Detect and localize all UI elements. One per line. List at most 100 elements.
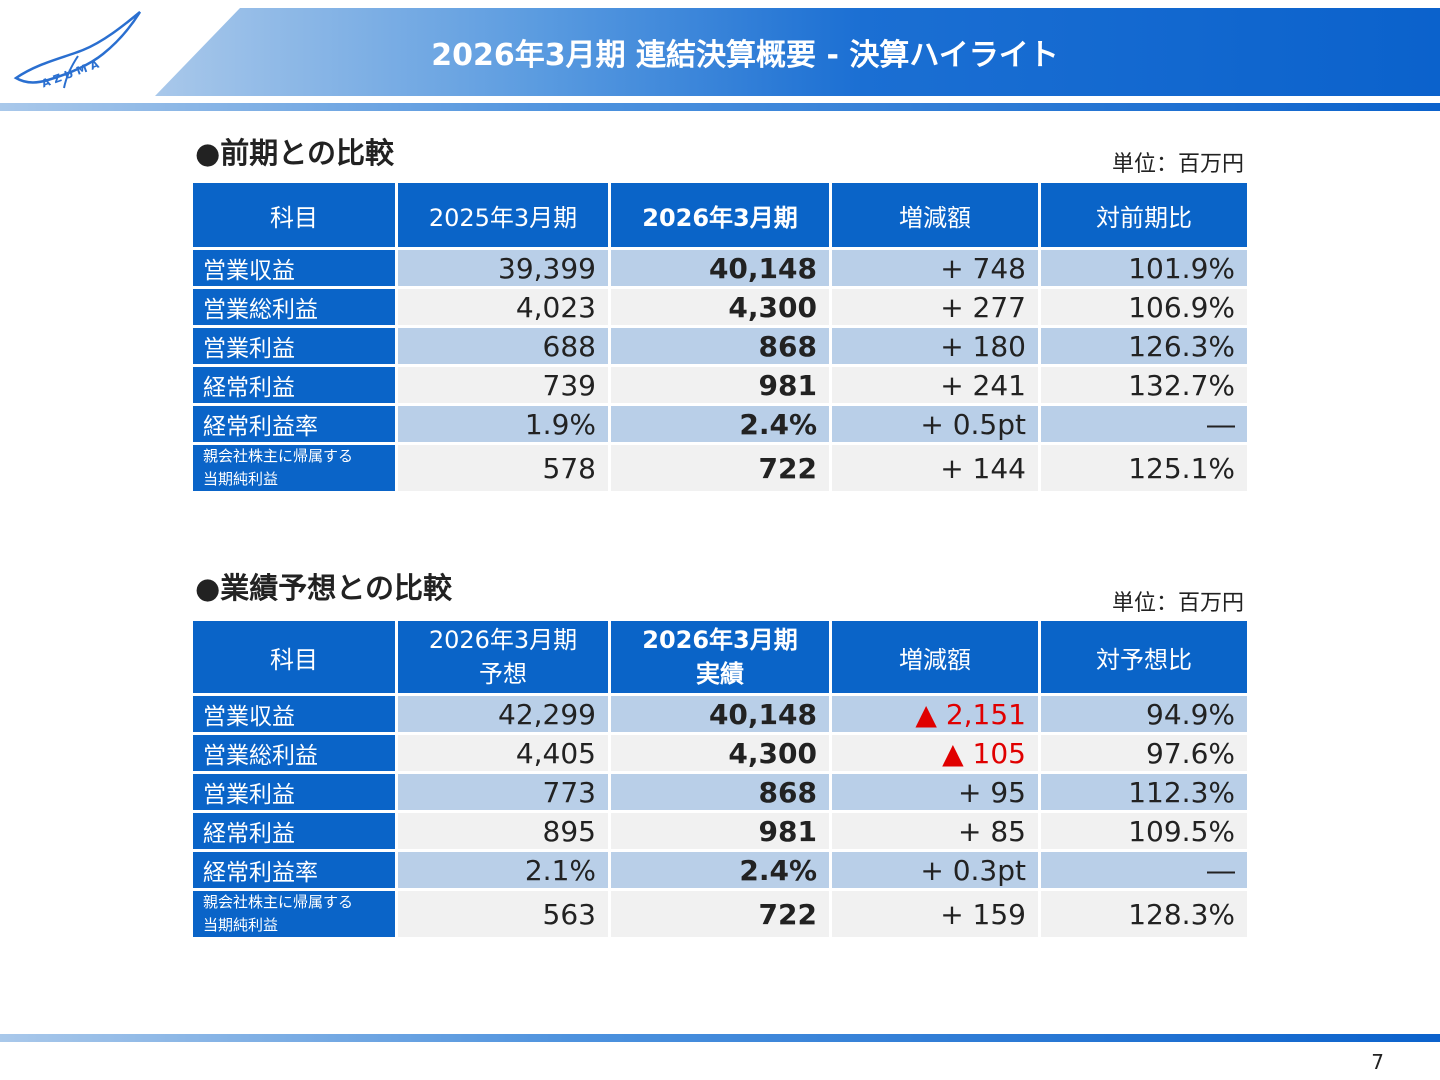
table-row: 営業総利益 4,405 4,300 ▲ 105 97.6% <box>193 735 1247 771</box>
col-header-prev: 2025年3月期 <box>398 183 608 247</box>
cell-diff: + 748 <box>832 250 1038 286</box>
row-label: 親会社株主に帰属する 当期純利益 <box>193 445 395 491</box>
cell-ratio: 125.1% <box>1041 445 1247 491</box>
cell-diff: + 277 <box>832 289 1038 325</box>
row-label-line2: 当期純利益 <box>203 470 279 488</box>
cell-ratio: 94.9% <box>1041 696 1247 732</box>
cell-ratio: 132.7% <box>1041 367 1247 403</box>
col-header-ratio: 対予想比 <box>1041 621 1247 693</box>
table-header-row: 科目 2026年3月期 予想 2026年3月期 実績 増減額 対予想比 <box>193 621 1247 693</box>
cell-diff: + 180 <box>832 328 1038 364</box>
table-row: 親会社株主に帰属する 当期純利益 578 722 + 144 125.1% <box>193 445 1247 491</box>
cell-forecast: 4,405 <box>398 735 608 771</box>
unit-label-2: 単位：百万円 <box>1111 591 1244 616</box>
prior-year-comparison-table: 科目 2025年3月期 2026年3月期 増減額 対前期比 営業収益 39,39… <box>190 180 1250 494</box>
col-header-item: 科目 <box>193 183 395 247</box>
col-header-forecast: 2026年3月期 予想 <box>398 621 608 693</box>
cell-ratio: 106.9% <box>1041 289 1247 325</box>
col-header-forecast-line2: 予想 <box>479 660 527 688</box>
cell-forecast: 563 <box>398 891 608 937</box>
section-title-forecast: ●業績予想との比較 <box>195 571 453 605</box>
header-divider <box>0 103 1440 111</box>
table-row: 営業収益 39,399 40,148 + 748 101.9% <box>193 250 1247 286</box>
table-row: 経常利益 739 981 + 241 132.7% <box>193 367 1247 403</box>
row-label: 経常利益率 <box>193 406 395 442</box>
cell-actual: 981 <box>611 813 829 849</box>
cell-prev: 739 <box>398 367 608 403</box>
header-banner <box>155 8 1440 96</box>
cell-ratio: ― <box>1041 406 1247 442</box>
col-header-actual-line2: 実績 <box>696 660 744 688</box>
col-header-ratio: 対前期比 <box>1041 183 1247 247</box>
page-title: 2026年3月期 連結決算概要 - 決算ハイライト <box>431 38 1059 73</box>
table-header-row: 科目 2025年3月期 2026年3月期 増減額 対前期比 <box>193 183 1247 247</box>
cell-diff: + 159 <box>832 891 1038 937</box>
cell-forecast: 2.1% <box>398 852 608 888</box>
row-label-line1: 親会社株主に帰属する <box>203 893 354 911</box>
cell-actual: 4,300 <box>611 735 829 771</box>
row-label: 営業利益 <box>193 328 395 364</box>
cell-forecast: 895 <box>398 813 608 849</box>
table-row: 営業利益 688 868 + 180 126.3% <box>193 328 1247 364</box>
cell-actual: 868 <box>611 774 829 810</box>
cell-ratio: 128.3% <box>1041 891 1247 937</box>
cell-actual: 2.4% <box>611 406 829 442</box>
row-label: 経常利益 <box>193 367 395 403</box>
row-label: 営業収益 <box>193 250 395 286</box>
row-label: 経常利益 <box>193 813 395 849</box>
row-label: 営業利益 <box>193 774 395 810</box>
col-header-forecast-line1: 2026年3月期 <box>428 626 578 654</box>
col-header-actual-line1: 2026年3月期 <box>642 626 798 654</box>
cell-prev: 688 <box>398 328 608 364</box>
cell-ratio: 126.3% <box>1041 328 1247 364</box>
col-header-diff: 増減額 <box>832 183 1038 247</box>
cell-diff: + 0.3pt <box>832 852 1038 888</box>
cell-ratio: 101.9% <box>1041 250 1247 286</box>
cell-diff: + 95 <box>832 774 1038 810</box>
cell-diff: + 144 <box>832 445 1038 491</box>
row-label-line1: 親会社株主に帰属する <box>203 447 354 465</box>
cell-actual: 40,148 <box>611 696 829 732</box>
page-number: 7 <box>1371 1050 1384 1074</box>
footer-divider <box>0 1034 1440 1042</box>
row-label: 営業収益 <box>193 696 395 732</box>
cell-actual: 40,148 <box>611 250 829 286</box>
row-label-line2: 当期純利益 <box>203 916 279 934</box>
table-row: 経常利益 895 981 + 85 109.5% <box>193 813 1247 849</box>
col-header-diff: 増減額 <box>832 621 1038 693</box>
cell-prev: 4,023 <box>398 289 608 325</box>
cell-ratio: 109.5% <box>1041 813 1247 849</box>
cell-actual: 868 <box>611 328 829 364</box>
cell-actual: 2.4% <box>611 852 829 888</box>
azuma-logo: A Z U M A <box>13 11 142 90</box>
cell-forecast: 42,299 <box>398 696 608 732</box>
cell-ratio: 97.6% <box>1041 735 1247 771</box>
cell-diff-negative: ▲ 105 <box>832 735 1038 771</box>
forecast-comparison-table: 科目 2026年3月期 予想 2026年3月期 実績 増減額 対予想比 営業収益… <box>190 618 1250 940</box>
table-row: 親会社株主に帰属する 当期純利益 563 722 + 159 128.3% <box>193 891 1247 937</box>
row-label: 経常利益率 <box>193 852 395 888</box>
cell-prev: 1.9% <box>398 406 608 442</box>
cell-diff-negative: ▲ 2,151 <box>832 696 1038 732</box>
cell-actual: 4,300 <box>611 289 829 325</box>
cell-prev: 39,399 <box>398 250 608 286</box>
col-header-item: 科目 <box>193 621 395 693</box>
cell-forecast: 773 <box>398 774 608 810</box>
cell-actual: 722 <box>611 445 829 491</box>
row-label: 営業総利益 <box>193 289 395 325</box>
cell-diff: + 241 <box>832 367 1038 403</box>
row-label: 親会社株主に帰属する 当期純利益 <box>193 891 395 937</box>
cell-ratio: 112.3% <box>1041 774 1247 810</box>
table-row: 経常利益率 1.9% 2.4% + 0.5pt ― <box>193 406 1247 442</box>
table-row: 営業利益 773 868 + 95 112.3% <box>193 774 1247 810</box>
col-header-current: 2026年3月期 <box>611 183 829 247</box>
table-row: 営業総利益 4,023 4,300 + 277 106.9% <box>193 289 1247 325</box>
cell-ratio: ― <box>1041 852 1247 888</box>
row-label: 営業総利益 <box>193 735 395 771</box>
cell-actual: 981 <box>611 367 829 403</box>
col-header-actual: 2026年3月期 実績 <box>611 621 829 693</box>
cell-prev: 578 <box>398 445 608 491</box>
cell-diff: + 85 <box>832 813 1038 849</box>
section-title-prior-year: ●前期との比較 <box>195 136 395 170</box>
table-row: 営業収益 42,299 40,148 ▲ 2,151 94.9% <box>193 696 1247 732</box>
